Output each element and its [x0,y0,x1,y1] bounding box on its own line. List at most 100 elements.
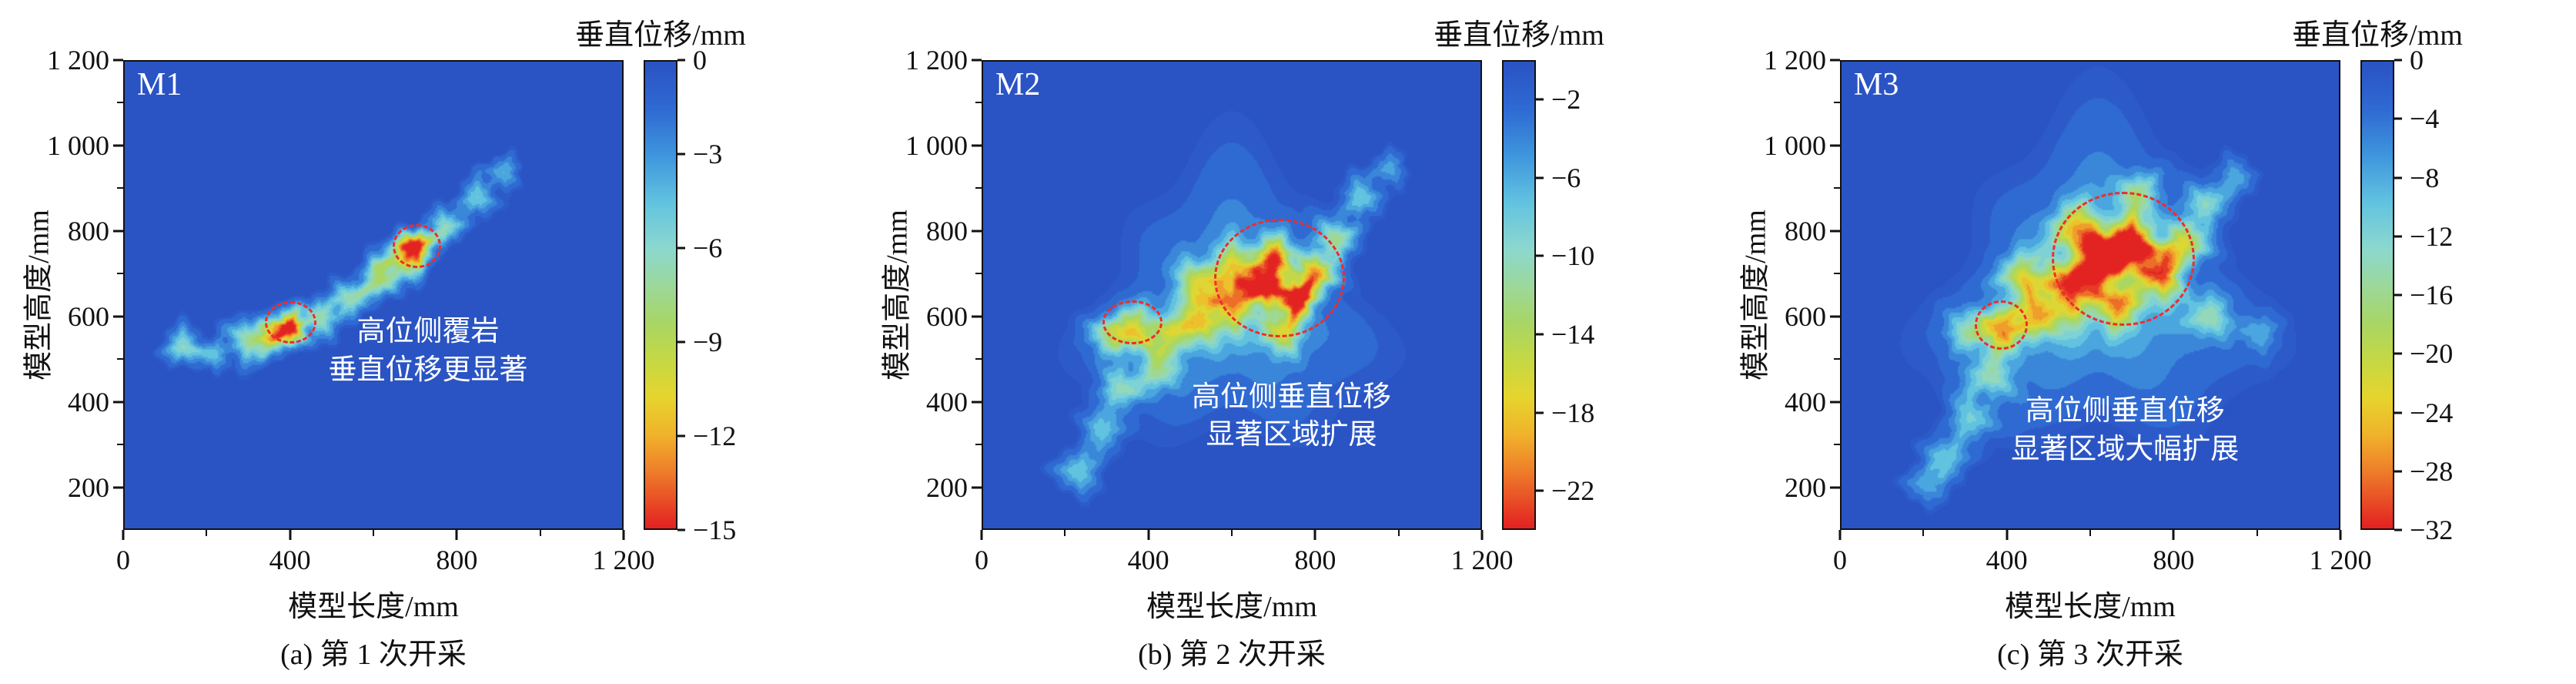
colorbar-tick-label: −6 [1551,162,1581,193]
y-tick-label: 600 [1785,300,1826,332]
x-tick-mark [289,530,292,540]
x-tick-label: 800 [436,545,478,575]
colorbar-tick-label: −12 [693,421,737,451]
colorbar-tick-label: −18 [1551,397,1595,428]
x-minor-tick [2256,530,2258,536]
colorbar-gradient [1504,62,1534,528]
colorbar-tick-mark [2394,352,2402,355]
y-tick-mark [113,486,123,489]
x-tick-mark [2172,530,2175,540]
highlight-ellipse [1974,300,2028,350]
y-tick-label: 200 [926,471,968,503]
plot-annotation: 高位侧覆岩 垂直位移更显著 [329,313,528,390]
highlight-ellipse [2052,192,2195,327]
colorbar-title: 垂直位移/mm [575,19,746,52]
y-tick-label: 400 [1785,386,1826,417]
panel-m1: 垂直位移/mm 模型高度/mm M1 高位侧覆岩 垂直位移更显著 模型长度/mm… [0,0,858,684]
y-tick-label: 600 [926,300,968,332]
x-tick-mark [122,530,125,540]
x-minor-tick [1922,530,1925,536]
panel-caption: (a) 第 1 次开采 [280,639,467,671]
x-tick-mark [1313,530,1316,540]
y-tick-mark [1830,401,1840,404]
y-minor-tick [1834,273,1840,275]
y-tick-label: 1 200 [905,45,968,75]
colorbar-title: 垂直位移/mm [1434,19,1604,52]
annotation-line: 高位侧垂直位移 [1192,381,1392,413]
annotation-line: 显著区域大幅扩展 [2011,433,2240,465]
annotation-line: 垂直位移更显著 [328,354,528,386]
x-tick-label: 0 [1833,545,1847,575]
colorbar-tick-mark [677,434,685,438]
y-minor-tick [117,187,123,189]
y-tick-label: 600 [68,300,109,332]
y-tick-mark [113,230,123,233]
y-tick-label: 400 [68,386,109,417]
annotation-line: 高位侧覆岩 [356,315,500,347]
colorbar [644,60,677,530]
panel-label: M3 [1854,67,1899,102]
colorbar-tick-label: −10 [1551,240,1595,272]
x-minor-tick [1231,530,1233,536]
y-tick-label: 400 [926,386,968,417]
highlight-ellipse [264,301,316,344]
colorbar-gradient [645,62,676,528]
colorbar-tick-mark [2394,528,2402,531]
heatmap-plot: M3 高位侧垂直位移 显著区域大幅扩展 [1840,60,2340,530]
y-tick-mark [972,315,982,318]
panel-caption: (c) 第 3 次开采 [1997,639,2183,671]
colorbar-tick-label: −12 [2410,220,2454,252]
x-tick-mark [455,530,458,540]
heatmap-plot: M2 高位侧垂直位移 显著区域扩展 [982,60,1482,530]
y-minor-tick [1834,187,1840,189]
colorbar-tick-label: −9 [693,327,723,357]
y-tick-mark [1830,486,1840,489]
x-minor-tick [1397,530,1400,536]
colorbar-tick-mark [677,153,685,156]
colorbar-tick-label: −8 [2410,162,2440,193]
y-tick-label: 1 000 [905,129,968,161]
colorbar-tick-mark [677,340,685,344]
colorbar-tick-label: −28 [2410,455,2454,487]
y-minor-tick [975,102,982,104]
y-tick-mark [1830,230,1840,233]
colorbar [1502,60,1536,530]
x-tick-label: 400 [1127,545,1169,575]
y-minor-tick [117,358,123,360]
x-axis-label: 模型长度/mm [288,591,459,623]
colorbar-tick-mark [2394,59,2402,62]
x-tick-mark [1838,530,1842,540]
x-tick-label: 800 [2153,545,2195,575]
y-minor-tick [117,273,123,275]
x-minor-tick [206,530,208,536]
colorbar-tick-mark [1536,411,1544,414]
y-tick-label: 200 [1785,471,1826,503]
y-tick-mark [972,401,982,404]
x-tick-label: 400 [1986,545,2028,575]
colorbar-tick-label: −3 [693,139,723,169]
highlight-ellipse [1213,218,1345,338]
colorbar-tick-label: −15 [693,515,737,545]
x-axis-label: 模型长度/mm [1146,591,1317,623]
y-minor-tick [975,273,982,275]
colorbar-title: 垂直位移/mm [2292,19,2463,52]
colorbar-tick-mark [2394,411,2402,414]
colorbar-tick-mark [2394,235,2402,238]
x-tick-label: 400 [269,545,311,575]
colorbar-tick-mark [677,59,685,62]
x-tick-mark [1480,530,1484,540]
colorbar-tick-mark [2394,293,2402,297]
x-tick-mark [622,530,625,540]
y-tick-mark [1830,144,1840,147]
x-tick-mark [2339,530,2342,540]
y-minor-tick [1834,102,1840,104]
y-minor-tick [117,102,123,104]
x-tick-label: 1 200 [2309,545,2372,575]
y-tick-label: 1 200 [1764,45,1826,75]
panel-label: M1 [137,67,182,102]
y-tick-label: 800 [926,215,968,246]
x-tick-label: 1 200 [1450,545,1514,575]
colorbar-tick-label: −4 [2410,103,2440,135]
y-minor-tick [975,358,982,360]
